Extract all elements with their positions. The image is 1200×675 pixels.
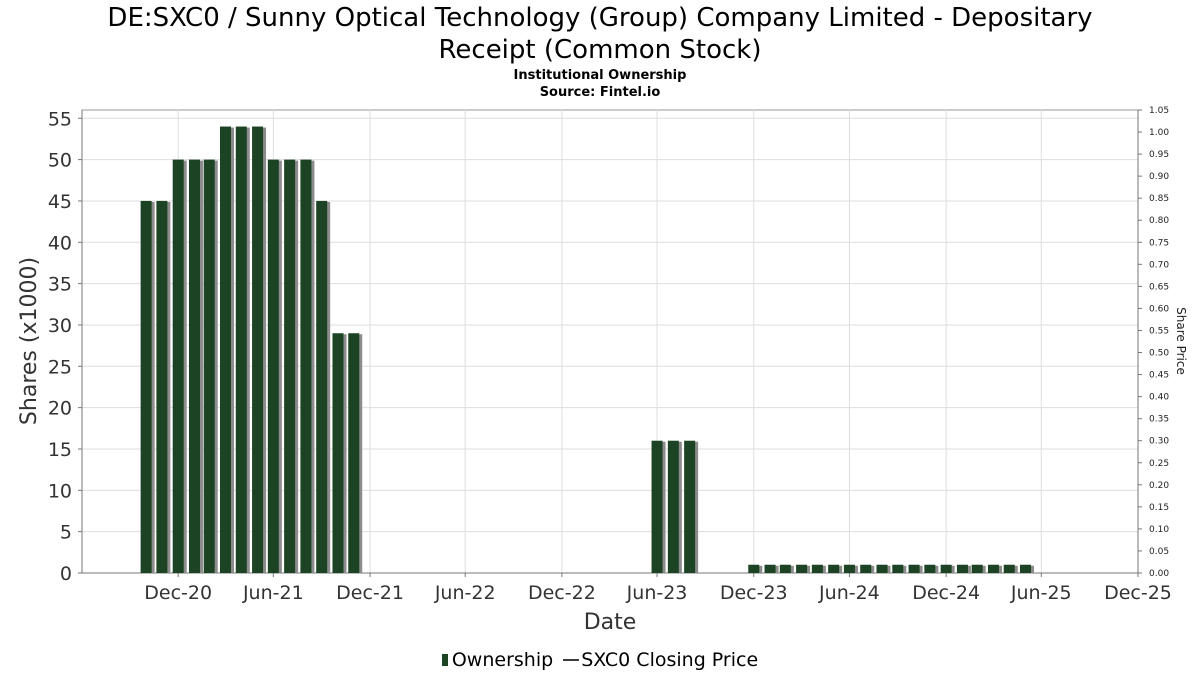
- y-tick-label: 25: [48, 356, 72, 378]
- chart-subtitle: Institutional Ownership: [513, 68, 687, 83]
- y2-axis-label: Share Price: [1174, 307, 1188, 375]
- ownership-bar: [219, 126, 231, 574]
- ownership-bar: [332, 333, 344, 573]
- ownership-bar: [892, 564, 904, 573]
- x-tick-label: Jun-21: [242, 582, 304, 604]
- ownership-bar: [924, 564, 936, 573]
- ownership-bar: [940, 564, 952, 573]
- y2-tick-label: 0.05: [1149, 547, 1169, 557]
- chart-title: DE:SXC0 / Sunny Optical Technology (Grou…: [0, 2, 1200, 66]
- y2-tick-label: 0.10: [1149, 525, 1169, 535]
- ownership-bar: [188, 159, 200, 573]
- y2-tick-label: 0.20: [1149, 481, 1169, 491]
- ownership-bar: [1020, 564, 1032, 573]
- ownership-bar: [779, 564, 791, 573]
- x-axis-label: Date: [584, 610, 637, 635]
- ownership-bar: [348, 333, 360, 573]
- ownership-bar: [284, 159, 296, 573]
- y2-tick-label: 0.50: [1149, 349, 1169, 359]
- y2-tick-label: 1.05: [1149, 106, 1169, 116]
- y-tick-label: 20: [48, 398, 72, 420]
- legend-item-ownership[interactable]: Ownership: [441, 648, 554, 672]
- y2-tick-label: 0.90: [1149, 172, 1169, 182]
- y2-tick-label: 0.85: [1149, 194, 1169, 204]
- x-tick-label: Dec-24: [912, 582, 980, 604]
- chart-source: Source: Fintel.io: [539, 85, 661, 100]
- y-tick-label: 50: [48, 150, 72, 172]
- ownership-bar: [748, 564, 760, 573]
- y-tick-label: 0: [60, 563, 72, 585]
- x-tick-label: Jun-22: [434, 582, 496, 604]
- y-tick-label: 35: [48, 274, 72, 296]
- y2-tick-label: 0.95: [1149, 150, 1169, 160]
- ownership-bar: [956, 564, 968, 573]
- ownership-bar: [811, 564, 823, 573]
- x-tick-label: Dec-20: [144, 582, 212, 604]
- ownership-bar: [651, 440, 663, 573]
- chart-title-line-2: Receipt (Common Stock): [438, 35, 762, 65]
- y2-tick-label: 0.40: [1149, 393, 1169, 403]
- ownership-bar: [252, 126, 264, 574]
- chart-title-line-1: DE:SXC0 / Sunny Optical Technology (Grou…: [107, 3, 1093, 33]
- y2-tick-label: 0.00: [1149, 569, 1169, 579]
- y-tick-label: 55: [48, 108, 72, 130]
- y2-tick-label: 0.75: [1149, 238, 1169, 248]
- y-tick-label: 45: [48, 191, 72, 213]
- ownership-bar: [203, 159, 215, 573]
- x-tick-label: Dec-23: [720, 582, 788, 604]
- ownership-bar: [684, 440, 696, 573]
- ownership-bar: [796, 564, 808, 573]
- y2-tick-label: 0.65: [1149, 282, 1169, 292]
- y2-tick-label: 0.15: [1149, 503, 1169, 513]
- y2-tick-label: 0.45: [1149, 371, 1169, 381]
- ownership-bar: [300, 159, 312, 573]
- y2-tick-label: 0.35: [1149, 415, 1169, 425]
- x-tick-label: Jun-25: [1010, 582, 1072, 604]
- ownership-bar: [860, 564, 872, 573]
- y-tick-label: 10: [48, 480, 72, 502]
- ownership-bar: [987, 564, 999, 573]
- y2-tick-label: 0.70: [1149, 260, 1169, 270]
- y-tick-label: 5: [60, 522, 72, 544]
- x-tick-label: Jun-23: [626, 582, 688, 604]
- y2-tick-label: 0.60: [1149, 304, 1169, 314]
- legend-price-label: SXC0 Closing Price: [581, 648, 759, 671]
- ownership-bar: [267, 159, 279, 573]
- y-tick-label: 30: [48, 315, 72, 337]
- x-tick-label: Jun-24: [818, 582, 880, 604]
- ownership-bar: [156, 200, 168, 574]
- legend-ownership-label: Ownership: [451, 648, 554, 671]
- ownership-bar: [316, 200, 328, 574]
- x-tick-label: Dec-22: [528, 582, 596, 604]
- ownership-bar: [140, 200, 152, 574]
- x-tick-label: Dec-21: [336, 582, 404, 604]
- y2-tick-label: 0.80: [1149, 216, 1169, 226]
- ownership-bar: [172, 159, 184, 573]
- y2-tick-label: 1.00: [1149, 128, 1169, 138]
- ownership-bar: [1003, 564, 1015, 573]
- y-axis-label: Shares (x1000): [17, 257, 42, 425]
- ownership-bar: [843, 564, 855, 573]
- y2-tick-label: 0.55: [1149, 326, 1169, 336]
- ownership-swatch-icon: [441, 654, 448, 666]
- y2-tick-label: 0.30: [1149, 437, 1169, 447]
- price-swatch-icon: [563, 659, 580, 661]
- y2-tick-label: 0.25: [1149, 459, 1169, 469]
- ownership-bar: [971, 564, 983, 573]
- legend-item-price[interactable]: SXC0 Closing Price: [559, 648, 758, 672]
- y-tick-label: 40: [48, 232, 72, 254]
- chart-legend: Ownership SXC0 Closing Price: [0, 647, 1200, 672]
- ownership-bar: [908, 564, 920, 573]
- ownership-bar: [876, 564, 888, 573]
- y-tick-label: 15: [48, 439, 72, 461]
- ownership-bar: [235, 126, 247, 574]
- ownership-bar: [667, 440, 679, 573]
- ownership-bar: [764, 564, 776, 573]
- x-tick-label: Dec-25: [1104, 582, 1172, 604]
- ownership-bar: [828, 564, 840, 573]
